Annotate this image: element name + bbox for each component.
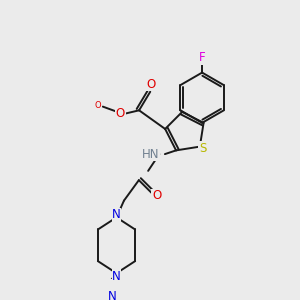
Text: N: N [112,208,121,221]
Text: N: N [112,269,121,283]
Text: F: F [199,51,206,64]
Text: HN: HN [142,148,159,160]
Text: O: O [116,106,125,120]
Text: S: S [199,142,206,155]
Text: N: N [107,290,116,300]
Text: O: O [95,101,101,110]
Text: O: O [152,190,161,202]
Text: O: O [147,78,156,91]
